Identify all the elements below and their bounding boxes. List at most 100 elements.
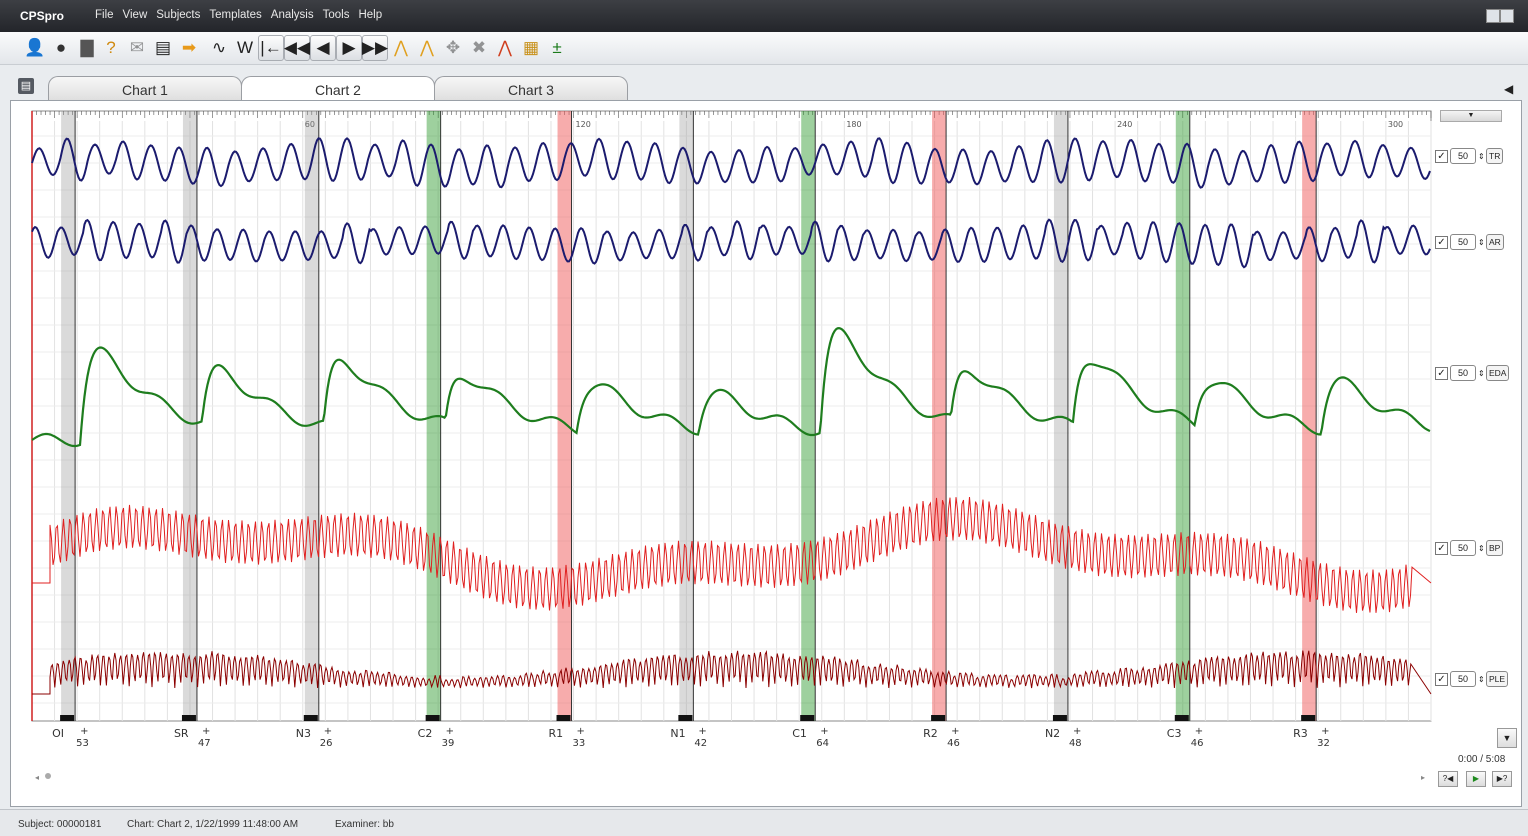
- status-examiner: Examiner: bb: [335, 819, 394, 830]
- tab-chart-3[interactable]: Chart 3: [434, 76, 628, 101]
- plus-minus-icon[interactable]: ±: [552, 38, 562, 57]
- channel-label: BP: [1486, 540, 1504, 556]
- question-marker: [1174, 715, 1189, 721]
- channel-gain-input[interactable]: 50: [1450, 234, 1476, 250]
- question-plus-icon: +: [1195, 726, 1203, 737]
- question-band: [304, 111, 319, 721]
- channel-gain-input[interactable]: 50: [1450, 365, 1476, 381]
- grid-icon[interactable]: ▦: [522, 38, 540, 57]
- delete-mark-icon[interactable]: ✖: [471, 38, 487, 57]
- question-score: 42: [694, 738, 707, 749]
- question-plus-icon: +: [1073, 726, 1081, 737]
- tab-chart-2[interactable]: Chart 2: [241, 76, 435, 102]
- print-icon[interactable]: ▤: [154, 38, 172, 57]
- question-marker: [181, 715, 196, 721]
- question-score: 64: [816, 738, 829, 749]
- spinner-icon[interactable]: ⇕: [1478, 368, 1485, 378]
- question-score: 48: [1069, 738, 1082, 749]
- ruler-label: 120: [576, 120, 591, 129]
- step-back-icon[interactable]: ◀: [310, 35, 336, 61]
- next-question-button[interactable]: ▶?: [1492, 771, 1512, 787]
- question-score: 46: [1191, 738, 1204, 749]
- play-icon[interactable]: ▶: [336, 35, 362, 61]
- channel-label: TR: [1486, 148, 1504, 164]
- question-plus-icon: +: [820, 726, 828, 737]
- question-marker: [800, 715, 815, 721]
- channel-gain-input[interactable]: 50: [1450, 671, 1476, 687]
- questions-icon[interactable]: ?: [106, 38, 116, 57]
- menu-help[interactable]: Help: [358, 9, 383, 21]
- export-icon[interactable]: ➡: [181, 38, 197, 57]
- menu-analysis[interactable]: Analysis: [270, 9, 314, 21]
- menu-file[interactable]: File: [95, 9, 114, 21]
- spinner-icon[interactable]: ⇕: [1478, 674, 1485, 684]
- menu-bar: File View Subjects Templates Analysis To…: [95, 9, 391, 21]
- question-score: 33: [573, 738, 586, 749]
- question-score: 26: [320, 738, 333, 749]
- spinner-icon[interactable]: ⇕: [1478, 543, 1485, 553]
- channel-checkbox[interactable]: ✓: [1435, 672, 1448, 686]
- question-marker: [425, 715, 440, 721]
- spinner-icon[interactable]: ⇕: [1478, 237, 1485, 247]
- peak-red-icon[interactable]: ⋀: [498, 38, 512, 57]
- scroll-left-icon[interactable]: ◂: [35, 773, 39, 782]
- tr-trace: [31, 137, 1431, 189]
- play-button[interactable]: ▶: [1466, 771, 1486, 787]
- menu-subjects[interactable]: Subjects: [156, 9, 201, 21]
- menu-tools[interactable]: Tools: [322, 9, 350, 21]
- question-plus-icon: +: [446, 726, 454, 737]
- app-name: CPSpro: [20, 9, 65, 23]
- go-start-icon[interactable]: |←: [258, 35, 284, 61]
- question-plus-icon: +: [577, 726, 585, 737]
- channel-menu-button[interactable]: ▼: [1440, 110, 1502, 122]
- channel-label: PLE: [1486, 671, 1509, 687]
- question-band: [679, 111, 694, 721]
- question-band: [1302, 111, 1317, 721]
- examinee-icon[interactable]: ▇: [80, 38, 94, 57]
- question-marker: [1052, 715, 1067, 721]
- fast-forward-icon[interactable]: ▶▶: [362, 35, 388, 61]
- restore-button[interactable]: [1500, 9, 1514, 23]
- scroll-right-icon[interactable]: ▸: [1421, 773, 1425, 782]
- channel-gain-input[interactable]: 50: [1450, 540, 1476, 556]
- head-icon[interactable]: ●: [55, 38, 67, 57]
- channel-checkbox[interactable]: ✓: [1435, 366, 1448, 380]
- channel-gain-input[interactable]: 50: [1450, 148, 1476, 164]
- question-band: [801, 111, 816, 721]
- ar-trace: [31, 218, 1431, 269]
- wave-single-icon[interactable]: ∿: [211, 38, 227, 57]
- polygraph-chart: 60 120 180 240 300 OI +53 SR +47 N3 +26 C2 +39 R1 +33 N…: [31, 110, 1432, 749]
- scroll-down-button[interactable]: ▼: [1497, 728, 1517, 748]
- menu-view[interactable]: View: [122, 9, 148, 21]
- toolbar: 👤 ● ▇? ✉ ▤ ➡ ∿ W |← ◀◀ ◀ ▶ ▶▶ ⋀ ⋀ ✥ ✖ ⋀ ▦ ±: [0, 32, 1528, 65]
- peak-icon[interactable]: ⋀: [394, 38, 408, 57]
- spinner-icon[interactable]: ⇕: [1478, 151, 1485, 161]
- move-icon[interactable]: ✥: [445, 38, 461, 57]
- mail-icon[interactable]: ✉: [129, 38, 145, 57]
- add-subject-icon[interactable]: 👤: [24, 38, 46, 57]
- chart-list-icon[interactable]: ▤: [18, 78, 34, 94]
- question-plus-icon: +: [324, 726, 332, 737]
- scroll-thumb[interactable]: [45, 773, 51, 779]
- menu-templates[interactable]: Templates: [209, 9, 262, 21]
- question-label: R1: [549, 727, 564, 740]
- channel-control-eda: ✓ 50 ⇕ EDA: [1435, 364, 1510, 382]
- wave-double-icon[interactable]: W: [236, 38, 254, 57]
- question-label: N2: [1045, 727, 1060, 740]
- ruler-label: 60: [305, 120, 315, 129]
- question-score: 39: [442, 738, 455, 749]
- horizontal-scrollbar[interactable]: ◂ ▸: [33, 770, 1431, 782]
- tab-chart-1[interactable]: Chart 1: [48, 76, 242, 101]
- collapse-panel-icon[interactable]: ◀: [1504, 82, 1514, 96]
- bp-trace: [32, 496, 1432, 613]
- channel-checkbox[interactable]: ✓: [1435, 235, 1448, 249]
- channel-checkbox[interactable]: ✓: [1435, 149, 1448, 163]
- rewind-icon[interactable]: ◀◀: [284, 35, 310, 61]
- question-label: C2: [418, 727, 433, 740]
- status-subject: Subject: 00000181: [18, 819, 102, 830]
- channel-control-tr: ✓ 50 ⇕ TR: [1435, 147, 1504, 165]
- peak-mark-icon[interactable]: ⋀: [420, 38, 434, 57]
- minimize-button[interactable]: [1486, 9, 1500, 23]
- prev-question-button[interactable]: ?◀: [1438, 771, 1458, 787]
- channel-checkbox[interactable]: ✓: [1435, 541, 1448, 555]
